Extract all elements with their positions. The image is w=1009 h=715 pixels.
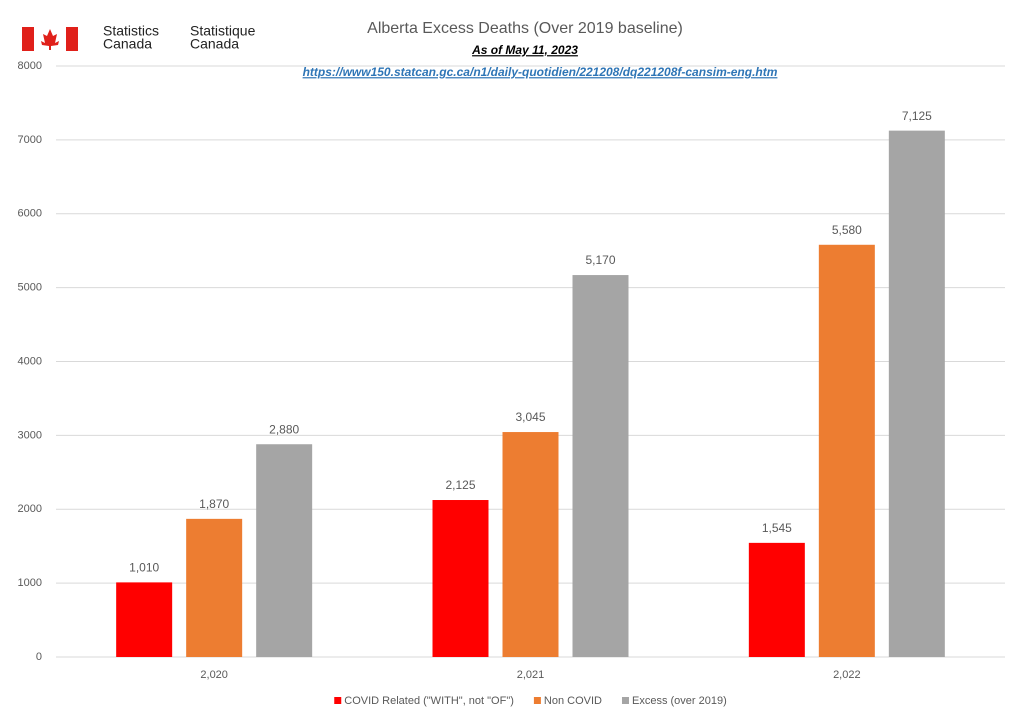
y-tick-label: 0: [36, 651, 42, 663]
logo-text: Canada: [190, 36, 239, 52]
y-tick-label: 4000: [18, 355, 42, 367]
legend-swatch: [621, 697, 629, 704]
flag-band: [66, 27, 78, 51]
subtitle: As of May 11, 2023: [471, 43, 578, 57]
value-label: 1,010: [129, 561, 159, 575]
x-tick-label: 2,022: [833, 669, 861, 681]
bar: [502, 432, 559, 657]
y-tick-label: 7000: [18, 134, 42, 146]
bar: [818, 244, 875, 657]
bar: [432, 500, 489, 657]
y-tick-label: 2000: [18, 503, 42, 515]
logo-text: Statistics: [103, 23, 159, 39]
value-label: 1,870: [199, 497, 229, 511]
chart-title: Alberta Excess Deaths (Over 2019 baselin…: [367, 20, 683, 37]
flag-band: [22, 27, 34, 51]
value-label: 5,580: [832, 223, 862, 237]
value-label: 5,170: [585, 253, 615, 267]
legend-label: Excess (over 2019): [632, 695, 727, 707]
legend-swatch: [533, 697, 541, 704]
bar: [888, 130, 945, 657]
legend-label: COVID Related ("WITH", not "OF"): [344, 695, 514, 707]
value-label: 1,545: [762, 521, 792, 535]
logo-text: Statistique: [190, 23, 256, 39]
y-tick-label: 1000: [18, 577, 42, 589]
source-link[interactable]: https://www150.statcan.gc.ca/n1/daily-qu…: [303, 65, 778, 79]
legend-swatch: [334, 697, 342, 704]
value-label: 3,045: [515, 410, 545, 424]
y-tick-label: 8000: [18, 60, 42, 72]
y-tick-label: 5000: [18, 282, 42, 294]
y-tick-label: 6000: [18, 208, 42, 220]
legend-label: Non COVID: [544, 695, 602, 707]
maple-leaf: [41, 29, 59, 50]
x-tick-label: 2,020: [200, 669, 228, 681]
bar: [572, 275, 629, 657]
y-tick-label: 3000: [18, 429, 42, 441]
value-label: 2,125: [445, 478, 475, 492]
x-tick-label: 2,021: [517, 669, 545, 681]
logo: [22, 27, 78, 51]
bar: [748, 542, 805, 657]
bar: [256, 444, 313, 657]
logo-text: Canada: [103, 36, 152, 52]
bar: [116, 582, 173, 657]
value-label: 7,125: [902, 109, 932, 123]
value-label: 2,880: [269, 422, 299, 436]
bar: [186, 518, 243, 657]
